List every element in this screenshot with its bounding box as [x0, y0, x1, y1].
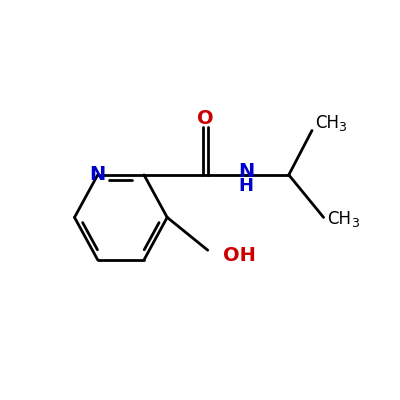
Text: OH: OH — [223, 246, 256, 266]
Text: 3: 3 — [338, 121, 346, 134]
Text: CH: CH — [315, 114, 339, 132]
Text: 3: 3 — [350, 218, 358, 230]
Text: H: H — [239, 177, 254, 195]
Text: N: N — [238, 162, 254, 180]
Text: CH: CH — [328, 210, 352, 228]
Text: N: N — [90, 166, 106, 184]
Text: O: O — [198, 109, 214, 128]
